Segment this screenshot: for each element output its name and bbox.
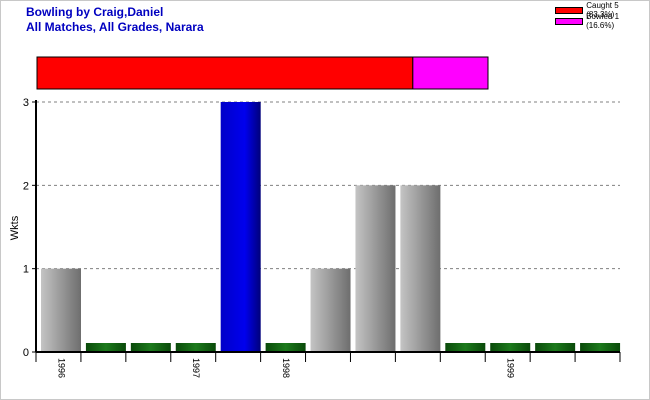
y-tick-label: 1 (23, 264, 29, 276)
x-tick-label: 1997 (191, 358, 201, 378)
summary-bar-bowled (412, 56, 489, 90)
bar-zero (85, 343, 126, 351)
y-tick-label: 2 (23, 180, 29, 192)
chart-title: Bowling by Craig,Daniel (26, 5, 164, 19)
bar-zero (175, 343, 216, 351)
chart-subtitle: All Matches, All Grades, Narara (26, 20, 204, 34)
bar-zero (535, 343, 576, 351)
y-axis-label: Wkts (9, 215, 21, 240)
legend-item-bowled: Bowled 1 (16.6%) (555, 12, 645, 30)
legend: Caught 5 (83.3%) Bowled 1 (16.6%) (555, 1, 645, 30)
legend-swatch-bowled (555, 17, 584, 25)
y-tick-label: 0 (23, 347, 29, 359)
bar (310, 268, 351, 352)
bar (400, 185, 441, 352)
x-tick-label: 1996 (56, 358, 66, 378)
bar (41, 268, 81, 352)
y-tick-label: 3 (23, 97, 29, 109)
legend-swatch-caught (555, 6, 584, 14)
summary-bar-caught (36, 56, 414, 90)
bar-zero (265, 343, 306, 351)
x-tick-label: 1999 (506, 358, 516, 378)
bar-highlight (220, 102, 261, 352)
bar-zero (490, 343, 531, 351)
bar-zero (445, 343, 486, 351)
legend-label-bowled: Bowled 1 (16.6%) (586, 12, 620, 30)
legend-item-caught: Caught 5 (83.3%) (555, 1, 645, 19)
legend-label-caught: Caught 5 (83.3%) (586, 1, 619, 19)
x-tick-label: 1998 (281, 358, 291, 378)
bar-zero (580, 343, 621, 351)
bar (355, 185, 396, 352)
bar-zero (130, 343, 171, 351)
